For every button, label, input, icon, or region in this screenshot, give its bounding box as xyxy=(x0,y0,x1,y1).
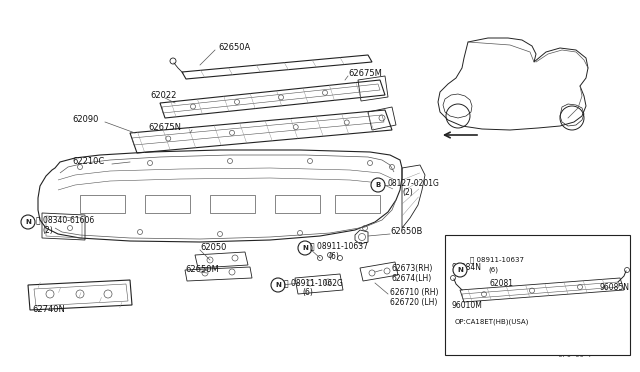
Text: 62090: 62090 xyxy=(72,115,99,125)
Text: Ⓝ 08911-10637: Ⓝ 08911-10637 xyxy=(310,241,368,250)
Text: 96084N: 96084N xyxy=(452,263,482,273)
Text: 626710 (RH): 626710 (RH) xyxy=(390,288,438,296)
Text: 62674(LH): 62674(LH) xyxy=(392,273,432,282)
Text: N: N xyxy=(275,282,281,288)
Text: N: N xyxy=(25,219,31,225)
Text: 62081: 62081 xyxy=(490,279,514,289)
Text: OP:CA18ET(HB)(USA): OP:CA18ET(HB)(USA) xyxy=(455,319,529,325)
Circle shape xyxy=(298,241,312,255)
Bar xyxy=(445,235,630,355)
Circle shape xyxy=(371,178,385,192)
Text: 626720 (LH): 626720 (LH) xyxy=(390,298,437,307)
Text: ^6P0*00 7: ^6P0*00 7 xyxy=(554,352,592,358)
Text: 62740N: 62740N xyxy=(32,305,65,314)
Text: 62050: 62050 xyxy=(200,244,227,253)
Text: 62650A: 62650A xyxy=(218,44,250,52)
Text: N: N xyxy=(302,245,308,251)
Text: 62673(RH): 62673(RH) xyxy=(392,263,433,273)
Text: (6): (6) xyxy=(302,289,313,298)
Text: Ⓝ 08911-1062G: Ⓝ 08911-1062G xyxy=(284,279,343,288)
Text: 96010M: 96010M xyxy=(452,301,483,311)
Circle shape xyxy=(271,278,285,292)
Text: N: N xyxy=(457,267,463,273)
Text: (2): (2) xyxy=(402,189,413,198)
Text: (6): (6) xyxy=(328,253,339,262)
Text: 62210C: 62210C xyxy=(72,157,104,167)
Text: 62675M: 62675M xyxy=(348,70,382,78)
Text: Ⓝ 08340-61606: Ⓝ 08340-61606 xyxy=(36,215,94,224)
Text: (2): (2) xyxy=(42,225,52,234)
Text: 62022: 62022 xyxy=(150,92,177,100)
Text: 62650M: 62650M xyxy=(185,266,219,275)
Text: 62675N: 62675N xyxy=(148,124,181,132)
Text: (6): (6) xyxy=(488,267,498,273)
Text: Ⓝ 08911-10637: Ⓝ 08911-10637 xyxy=(470,257,524,263)
Text: 08127-0201G: 08127-0201G xyxy=(388,179,440,187)
Circle shape xyxy=(453,263,467,277)
Circle shape xyxy=(21,215,35,229)
Text: B: B xyxy=(376,182,381,188)
Text: 96085N: 96085N xyxy=(600,283,630,292)
Text: 62650B: 62650B xyxy=(390,228,422,237)
